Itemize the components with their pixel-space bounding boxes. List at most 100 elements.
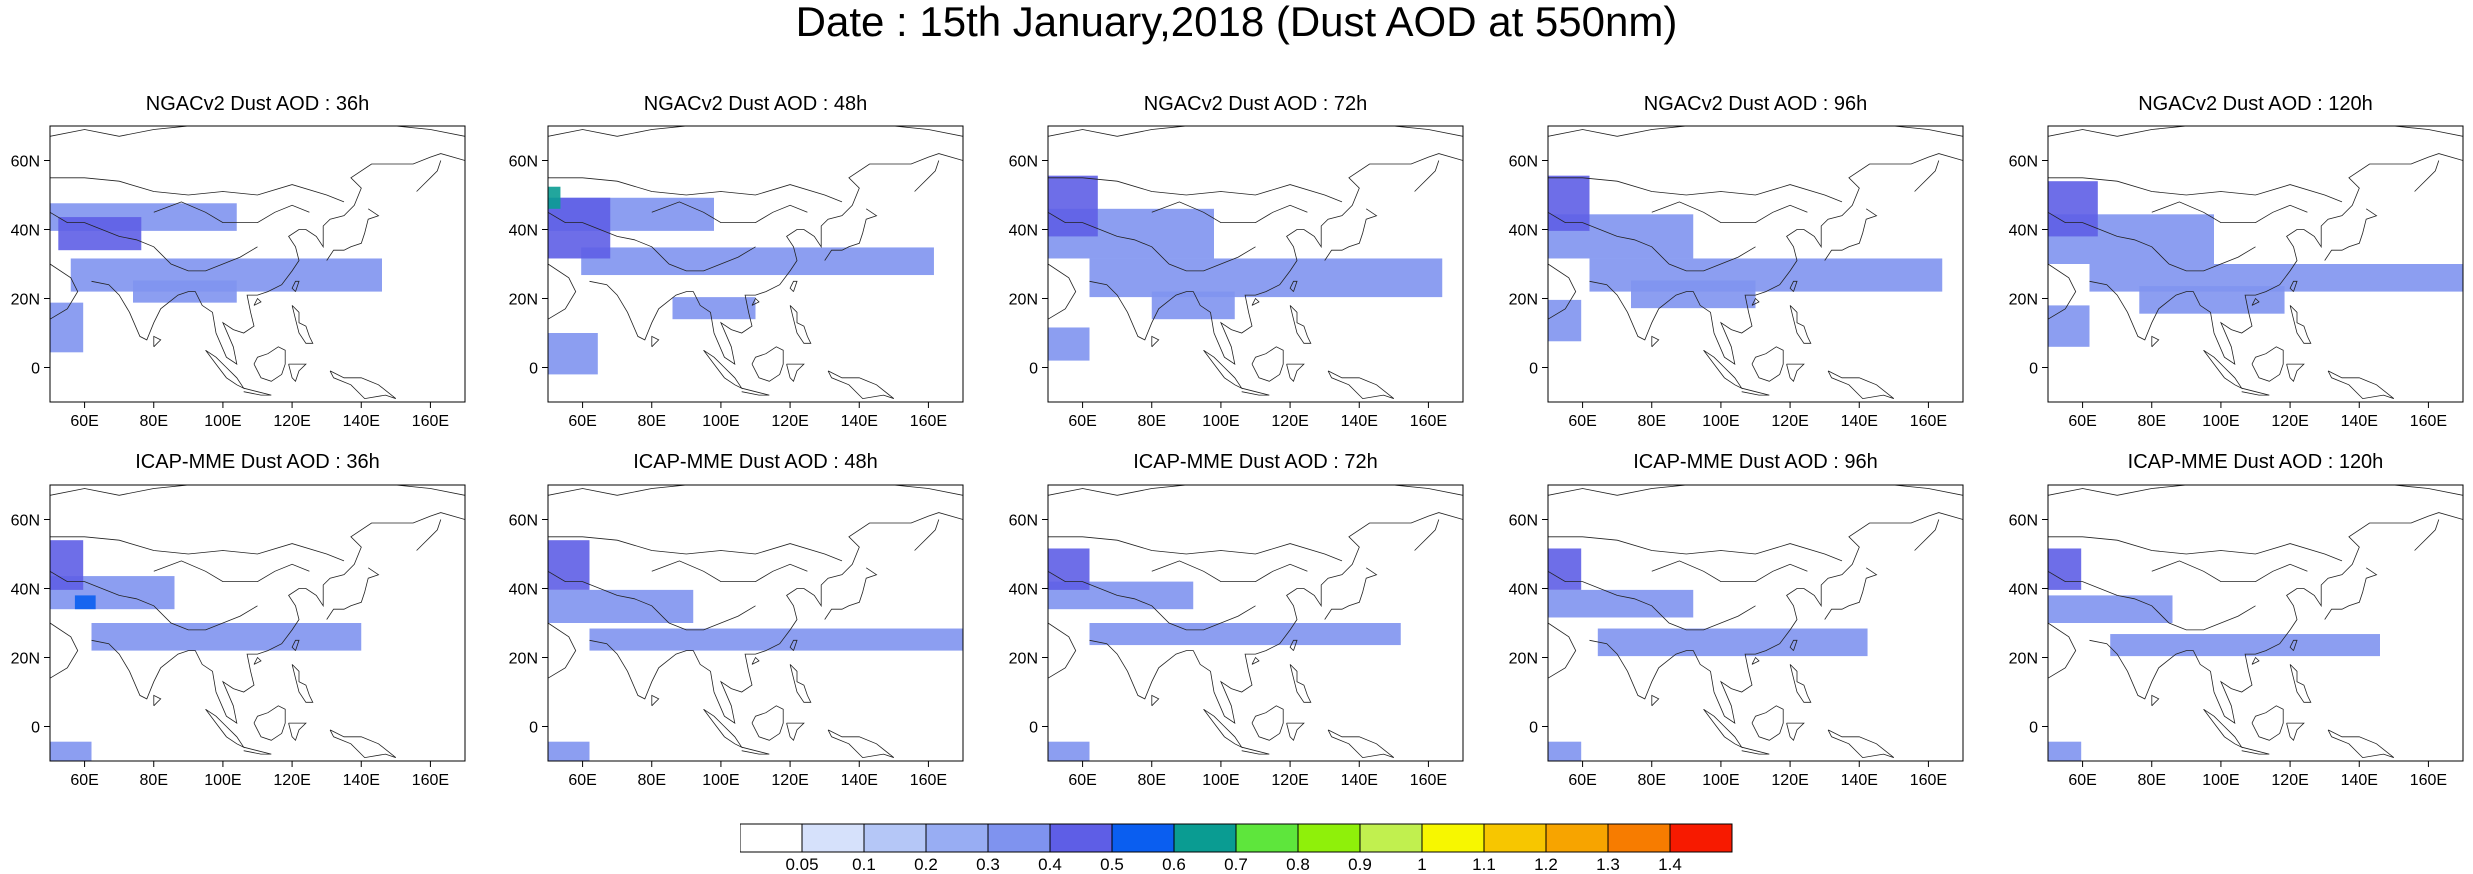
dust-patch <box>1548 299 1582 342</box>
lon-tick-label: 160E <box>910 772 947 789</box>
lat-tick-label: 40N <box>11 582 40 599</box>
lon-tick-label: 160E <box>1910 413 1947 430</box>
coastline <box>2289 664 2312 703</box>
coastline <box>548 536 843 562</box>
lat-tick-label: 20N <box>11 292 40 309</box>
colorbar-label: 0.5 <box>1100 855 1124 871</box>
coastline <box>548 211 756 272</box>
panel-title: NGACv2 Dust AOD : 120h <box>2138 93 2373 115</box>
lat-tick-label: 60N <box>1509 154 1538 171</box>
dust-patch <box>548 540 590 590</box>
dust-patch <box>2048 305 2090 347</box>
coastline <box>2414 160 2440 192</box>
coastline <box>2048 536 2343 562</box>
panel-title: NGACv2 Dust AOD : 48h <box>643 93 868 115</box>
coastline <box>91 153 465 365</box>
lon-tick-label: 100E <box>1702 413 1739 430</box>
dust-patch <box>91 623 362 651</box>
coastline <box>2241 387 2270 396</box>
dust-patch <box>1048 741 1090 761</box>
lon-tick-label: 60E <box>1068 772 1096 789</box>
lon-tick-label: 160E <box>1910 772 1947 789</box>
lon-tick-label: 100E <box>1702 772 1739 789</box>
dust-patch <box>1048 327 1090 361</box>
coastline <box>548 622 577 686</box>
colorbar-label: 0.4 <box>1038 855 1062 871</box>
coastline <box>50 177 345 203</box>
dust-patch <box>548 333 598 375</box>
panel-title: ICAP-MME Dust AOD : 72h <box>1133 451 1378 473</box>
map-frame <box>547 484 964 762</box>
colorbar-box <box>1359 823 1423 853</box>
coastline <box>1151 201 1308 223</box>
coastline <box>1048 126 1463 137</box>
coastline <box>1651 560 1808 582</box>
panel-title: ICAP-MME Dust AOD : 48h <box>633 451 878 473</box>
coastline <box>291 280 300 292</box>
coastline <box>2251 656 2260 665</box>
dust-aod-map: 60N 40N 20N 0 60E 80E 100E 120E 140E 160E <box>1009 125 1464 430</box>
map-frame <box>1547 484 1964 762</box>
lon-tick-label: 80E <box>1138 772 1166 789</box>
coastline <box>253 297 262 306</box>
lat-tick-label: 0 <box>2029 720 2038 737</box>
coastline <box>2048 177 2343 203</box>
coastline <box>253 705 286 741</box>
coastline <box>2048 570 2256 631</box>
coastline <box>2251 705 2284 741</box>
dust-aod-map: 60N 40N 20N 0 60E 80E 100E 120E 140E 160E <box>11 484 466 789</box>
dust-patch <box>2110 634 2380 657</box>
lat-tick-label: 0 <box>1529 720 1538 737</box>
coastline <box>1651 201 1808 223</box>
coastline <box>651 201 808 223</box>
lon-tick-label: 60E <box>1568 772 1596 789</box>
coastline <box>1786 722 1805 742</box>
dust-patch <box>1089 623 1401 646</box>
coastline <box>789 305 812 344</box>
dust-aod-map: 60N 40N 20N 0 60E 80E 100E 120E 140E 160E <box>509 125 964 430</box>
dust-patch <box>589 628 963 651</box>
coastline <box>153 560 310 582</box>
coastline <box>1048 177 1343 203</box>
coastline <box>751 346 784 382</box>
coastline <box>548 263 577 327</box>
coastline <box>548 126 963 137</box>
dust-patch <box>2048 741 2082 761</box>
coastline <box>1824 208 1878 261</box>
lat-tick-label: 60N <box>1009 513 1038 530</box>
lon-tick-label: 60E <box>70 413 98 430</box>
dust-patch <box>1151 291 1235 320</box>
coastline <box>1703 708 1743 749</box>
lon-tick-label: 120E <box>2271 413 2308 430</box>
coastline <box>2327 370 2395 400</box>
coastline <box>1327 729 1395 759</box>
coastline <box>2089 153 2463 365</box>
lat-tick-label: 60N <box>11 154 40 171</box>
coastline <box>1824 567 1878 620</box>
dust-patch <box>1048 548 1090 590</box>
coastline <box>1203 349 1243 390</box>
coastline <box>243 387 272 396</box>
lon-tick-label: 160E <box>412 413 449 430</box>
lon-tick-label: 100E <box>702 413 739 430</box>
lon-tick-label: 120E <box>1271 413 1308 430</box>
coastline <box>205 349 245 390</box>
lon-tick-label: 140E <box>2341 772 2378 789</box>
lat-tick-label: 0 <box>2029 361 2038 378</box>
coastline <box>589 512 963 724</box>
coastline <box>50 570 258 631</box>
lon-tick-label: 140E <box>343 413 380 430</box>
coastline <box>291 639 300 651</box>
coastline <box>2286 363 2305 383</box>
coastline <box>1324 567 1378 620</box>
coastline <box>1251 656 1260 665</box>
lon-tick-label: 100E <box>2202 413 2239 430</box>
coastline <box>1589 512 1963 724</box>
lat-tick-label: 0 <box>31 361 40 378</box>
lon-tick-label: 80E <box>2138 772 2166 789</box>
lat-tick-label: 0 <box>529 720 538 737</box>
coastline <box>1289 305 1312 344</box>
map-panel: ICAP-MME Dust AOD : 72h 60N 40N 20N 0 60E 80E 1… <box>998 451 1464 790</box>
dust-patch <box>548 741 590 761</box>
coastline <box>50 126 465 137</box>
